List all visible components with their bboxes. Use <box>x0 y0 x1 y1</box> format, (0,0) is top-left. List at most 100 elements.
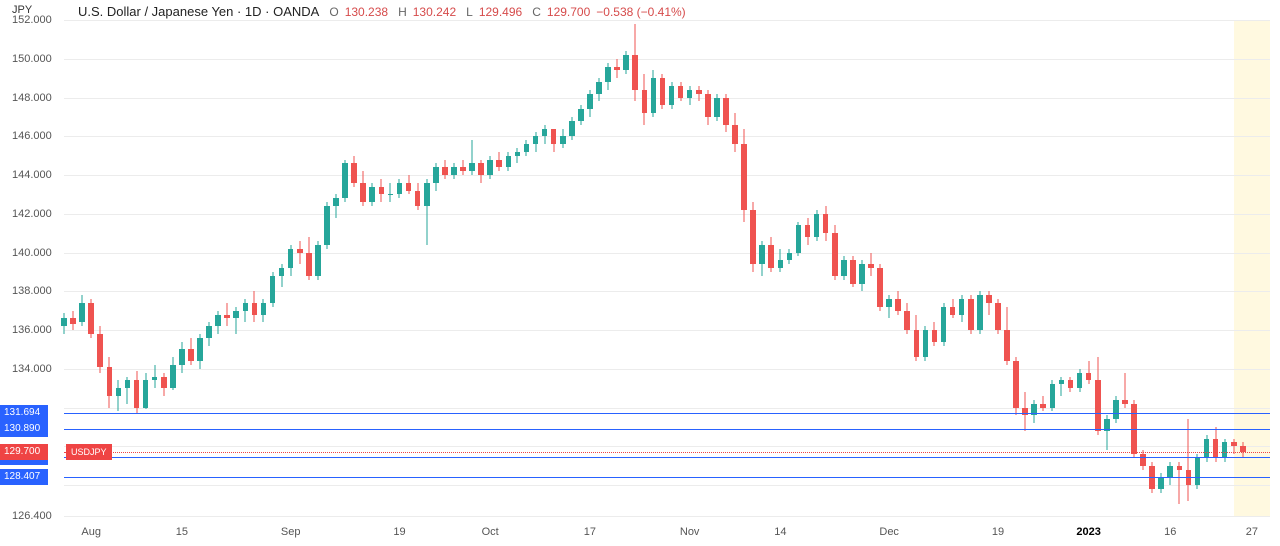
candle[interactable] <box>460 20 466 516</box>
candle[interactable] <box>215 20 221 516</box>
candle[interactable] <box>578 20 584 516</box>
candle[interactable] <box>787 20 793 516</box>
candle[interactable] <box>261 20 267 516</box>
candle[interactable] <box>315 20 321 516</box>
candle[interactable] <box>759 20 765 516</box>
candle[interactable] <box>270 20 276 516</box>
candle[interactable] <box>351 20 357 516</box>
candle[interactable] <box>959 20 965 516</box>
candle[interactable] <box>587 20 593 516</box>
candle[interactable] <box>723 20 729 516</box>
candle[interactable] <box>1158 20 1164 516</box>
candle[interactable] <box>143 20 149 516</box>
candle[interactable] <box>1113 20 1119 516</box>
candle[interactable] <box>107 20 113 516</box>
candle[interactable] <box>188 20 194 516</box>
candle[interactable] <box>442 20 448 516</box>
candle[interactable] <box>642 20 648 516</box>
candle[interactable] <box>233 20 239 516</box>
candle[interactable] <box>487 20 493 516</box>
candle[interactable] <box>288 20 294 516</box>
candle[interactable] <box>252 20 258 516</box>
candle[interactable] <box>904 20 910 516</box>
candle[interactable] <box>623 20 629 516</box>
candle[interactable] <box>687 20 693 516</box>
candle[interactable] <box>778 20 784 516</box>
candle[interactable] <box>1031 20 1037 516</box>
candle[interactable] <box>814 20 820 516</box>
candle[interactable] <box>1195 20 1201 516</box>
candle[interactable] <box>279 20 285 516</box>
candle[interactable] <box>868 20 874 516</box>
candle[interactable] <box>895 20 901 516</box>
candle[interactable] <box>1095 20 1101 516</box>
candle[interactable] <box>877 20 883 516</box>
candle[interactable] <box>433 20 439 516</box>
candle[interactable] <box>995 20 1001 516</box>
candle[interactable] <box>968 20 974 516</box>
candle[interactable] <box>478 20 484 516</box>
candle[interactable] <box>197 20 203 516</box>
candle[interactable] <box>397 20 403 516</box>
candle[interactable] <box>941 20 947 516</box>
candle[interactable] <box>596 20 602 516</box>
candle[interactable] <box>923 20 929 516</box>
candle[interactable] <box>696 20 702 516</box>
candle[interactable] <box>660 20 666 516</box>
candle[interactable] <box>1240 20 1246 516</box>
candle[interactable] <box>986 20 992 516</box>
candle[interactable] <box>152 20 158 516</box>
candle[interactable] <box>542 20 548 516</box>
candle[interactable] <box>841 20 847 516</box>
candle[interactable] <box>632 20 638 516</box>
candle[interactable] <box>1050 20 1056 516</box>
candle[interactable] <box>605 20 611 516</box>
candle[interactable] <box>1013 20 1019 516</box>
candle[interactable] <box>1140 20 1146 516</box>
candle[interactable] <box>805 20 811 516</box>
candle[interactable] <box>524 20 530 516</box>
candle[interactable] <box>1059 20 1065 516</box>
candle[interactable] <box>342 20 348 516</box>
candle[interactable] <box>496 20 502 516</box>
candle[interactable] <box>1122 20 1128 516</box>
candle[interactable] <box>1167 20 1173 516</box>
candle[interactable] <box>560 20 566 516</box>
candle[interactable] <box>506 20 512 516</box>
candle[interactable] <box>796 20 802 516</box>
candle[interactable] <box>379 20 385 516</box>
candle[interactable] <box>714 20 720 516</box>
candle[interactable] <box>1068 20 1074 516</box>
candle[interactable] <box>914 20 920 516</box>
level-line[interactable] <box>64 457 1270 458</box>
candle[interactable] <box>1104 20 1110 516</box>
candle[interactable] <box>224 20 230 516</box>
candle[interactable] <box>533 20 539 516</box>
candle[interactable] <box>161 20 167 516</box>
candle[interactable] <box>469 20 475 516</box>
candle[interactable] <box>886 20 892 516</box>
candle[interactable] <box>1204 20 1210 516</box>
candle[interactable] <box>1149 20 1155 516</box>
level-line[interactable] <box>64 413 1270 414</box>
candle[interactable] <box>1186 20 1192 516</box>
candle[interactable] <box>750 20 756 516</box>
candle[interactable] <box>1077 20 1083 516</box>
candle[interactable] <box>70 20 76 516</box>
candle[interactable] <box>125 20 131 516</box>
candle[interactable] <box>369 20 375 516</box>
candle[interactable] <box>406 20 412 516</box>
candle[interactable] <box>179 20 185 516</box>
candle[interactable] <box>97 20 103 516</box>
candle[interactable] <box>306 20 312 516</box>
candle[interactable] <box>551 20 557 516</box>
candle[interactable] <box>950 20 956 516</box>
candle[interactable] <box>88 20 94 516</box>
candle[interactable] <box>388 20 394 516</box>
candle[interactable] <box>243 20 249 516</box>
candle[interactable] <box>1213 20 1219 516</box>
candle[interactable] <box>79 20 85 516</box>
candle[interactable] <box>1131 20 1137 516</box>
candle[interactable] <box>360 20 366 516</box>
candle[interactable] <box>324 20 330 516</box>
